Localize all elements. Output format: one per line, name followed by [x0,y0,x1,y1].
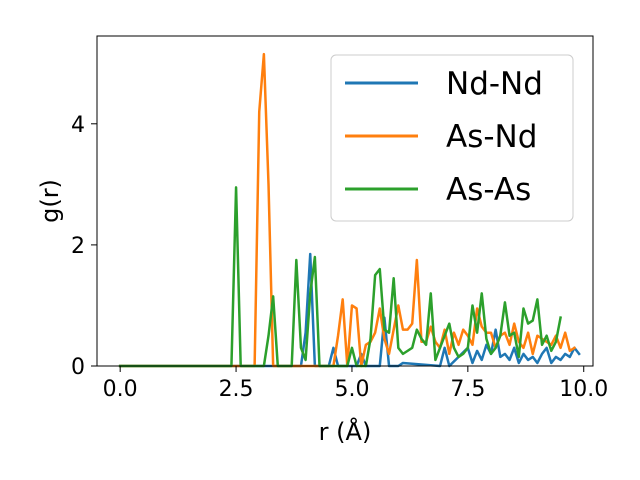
y-tick-label: 4 [71,113,85,138]
series-line-as-as [118,186,563,368]
series-layer [118,52,581,368]
x-tick-label: 0.0 [103,377,138,402]
y-tick-label: 2 [71,234,85,259]
x-tick-label: 7.5 [450,377,485,402]
y-tick-label: 0 [71,355,85,380]
x-tick-label: 10.0 [559,377,608,402]
x-tick-label: 2.5 [219,377,254,402]
x-axis-label: r (Å) [319,417,372,446]
legend: Nd-Nd As-Nd As-As [330,54,574,222]
plot-frame [96,35,594,367]
x-axis: 0.0 2.5 5.0 7.5 10.0 [103,366,608,402]
legend-label-nd-nd: Nd-Nd [446,66,543,102]
y-axis-label: g(r) [36,179,64,223]
y-axis: 0 2 4 [71,113,97,380]
x-tick-label: 5.0 [334,377,369,402]
legend-label-as-as: As-As [446,172,531,208]
legend-label-as-nd: As-Nd [446,119,537,155]
legend-box [330,54,574,222]
